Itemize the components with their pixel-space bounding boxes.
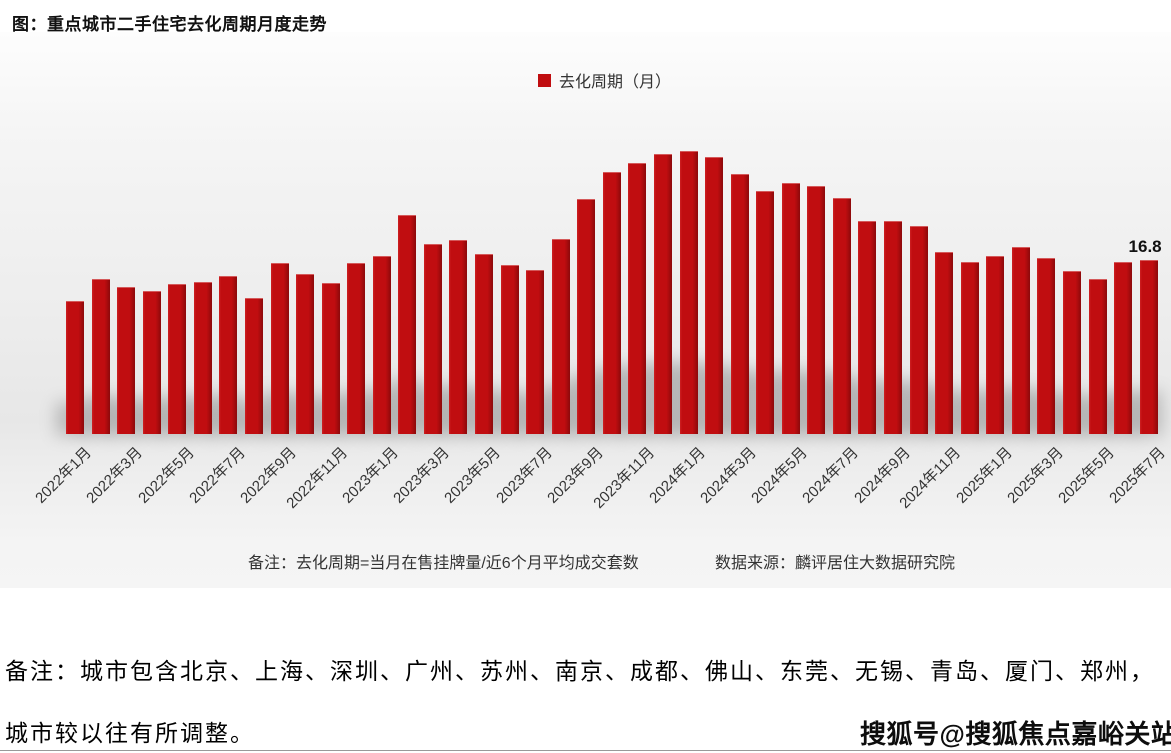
bar-2022年8月: [244, 298, 263, 434]
calculation-note: 备注：去化周期=当月在售挂牌量/近6个月平均成交套数: [248, 555, 639, 572]
bar-2022年10月: [296, 274, 315, 434]
bar-2024年3月: [730, 174, 749, 434]
x-axis-labels: 2022年1月 2022年3月 2022年5月 2022年7月 2022年9月 2022年…: [0, 434, 1171, 564]
bar-2023年2月: [398, 215, 417, 434]
bar-2025年6月: [1114, 262, 1133, 434]
bar-2025年7月: 16.8: [1129, 237, 1162, 434]
bar-2024年2月: [705, 157, 724, 434]
bar-2023年1月: [372, 256, 391, 434]
bar-2023年11月: [628, 163, 647, 434]
bar-2025年5月: [1088, 279, 1107, 434]
bar-2024年1月: [679, 151, 698, 434]
bar-2022年12月: [347, 263, 366, 434]
bar-2025年3月: [1037, 258, 1056, 434]
bar-2022年2月: [91, 279, 110, 434]
bar-2022年11月: [321, 283, 340, 434]
bar-2023年9月: [577, 199, 596, 434]
bar-2023年4月: [449, 240, 468, 434]
bottom-note-line2: 城市较以往有所调整。: [5, 721, 255, 746]
bar-value-label: 16.8: [1128, 237, 1162, 256]
bar-2023年3月: [423, 244, 442, 434]
bar-2024年10月: [909, 226, 928, 434]
bar-2025年4月: [1062, 271, 1081, 434]
bar-2022年5月: [168, 284, 187, 434]
bar-2022年1月: [66, 301, 84, 434]
chart-legend: 去化周期（月）: [538, 68, 671, 92]
bar-2024年7月: [832, 198, 851, 434]
bar-2022年9月: [270, 263, 289, 434]
chart-title: 图：重点城市二手住宅去化周期月度走势: [12, 15, 327, 34]
legend-label: 去化周期（月）: [559, 74, 672, 91]
bar-2024年9月: [884, 221, 902, 434]
bar-series: 16.8: [66, 32, 1162, 434]
bar-2025年1月: [986, 256, 1005, 434]
bar-2024年11月: [935, 252, 954, 434]
bar-2023年7月: [526, 270, 545, 434]
bottom-note-line1: 备注：城市包含北京、上海、深圳、广州、苏州、南京、成都、佛山、东莞、无锡、青岛、…: [5, 659, 1155, 684]
bar-2024年12月: [960, 262, 979, 434]
legend-color-swatch: [538, 73, 551, 87]
bar-2023年5月: [475, 254, 493, 434]
bar-2022年4月: [142, 291, 161, 434]
bar-2024年8月: [858, 221, 877, 434]
bar-2022年3月: [117, 287, 136, 434]
bar-2022年6月: [193, 282, 212, 434]
bar-2024年4月: [756, 191, 775, 434]
watermark: 搜狐号@搜狐焦点嘉峪关站: [860, 719, 1171, 749]
bar-2023年10月: [602, 172, 621, 434]
bar-2023年12月: [653, 154, 672, 434]
bar-2023年6月: [500, 265, 519, 434]
bar-2022年7月: [219, 276, 238, 434]
bar-2025年2月: [1011, 247, 1030, 434]
bar-2024年6月: [807, 186, 826, 434]
chart-area: 去化周期（月） 16.8 2022年1月 2022年3月 2022年5月 2022年7…: [0, 32, 1171, 588]
bottom-divider: [0, 750, 1171, 751]
data-source: 数据来源：麟评居住大数据研究院: [715, 555, 956, 572]
bar-2024年5月: [781, 183, 800, 434]
bar-2023年8月: [551, 239, 570, 434]
